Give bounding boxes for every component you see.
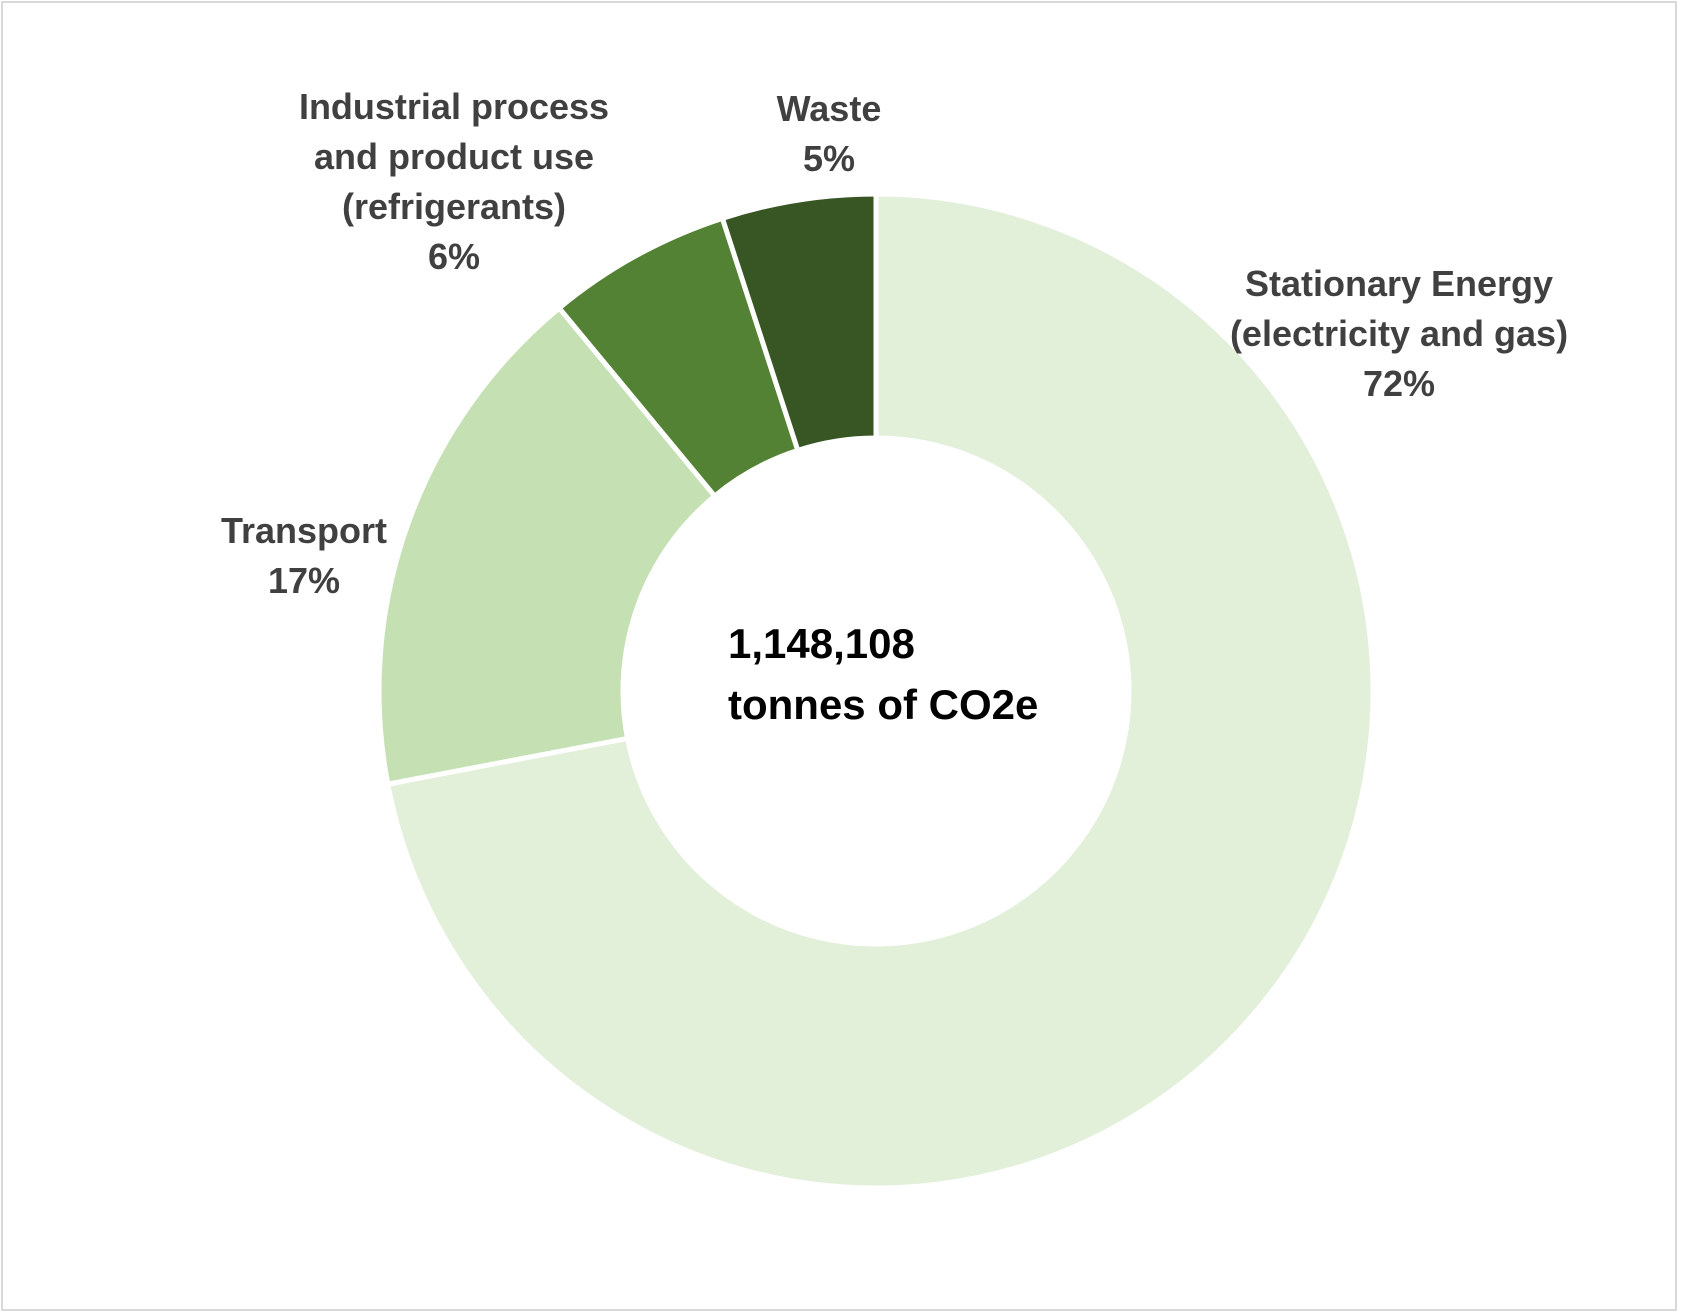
center-total-unit: tonnes of CO2e xyxy=(728,681,1038,728)
slice-category-label-1-line-0: Transport xyxy=(221,510,387,551)
center-total-value: 1,148,108 xyxy=(728,620,915,667)
donut-slice-0 xyxy=(384,191,1376,1191)
slice-percent-label-2: 6% xyxy=(428,236,480,277)
slice-percent-label-3: 5% xyxy=(803,138,855,179)
slice-labels: Stationary Energy (electricity and gas) 72… xyxy=(221,86,1568,601)
slice-percent-label-1: 17% xyxy=(268,560,340,601)
slice-category-label-2-line-2: (refrigerants) xyxy=(342,186,566,227)
slice-category-label-2-line-0: Industrial process xyxy=(299,86,609,127)
slice-category-label-0-line-0: Stationary Energy xyxy=(1245,263,1553,304)
donut-slice-3 xyxy=(719,191,879,454)
slice-category-label-2-line-1: and product use xyxy=(314,136,594,177)
donut-slices xyxy=(376,191,1376,1191)
slice-percent-label-0: 72% xyxy=(1363,363,1435,404)
donut-slice-1 xyxy=(376,304,719,788)
slice-category-label-0-line-1: (electricity and gas) xyxy=(1230,313,1568,354)
slice-category-label-3-line-0: Waste xyxy=(777,88,882,129)
